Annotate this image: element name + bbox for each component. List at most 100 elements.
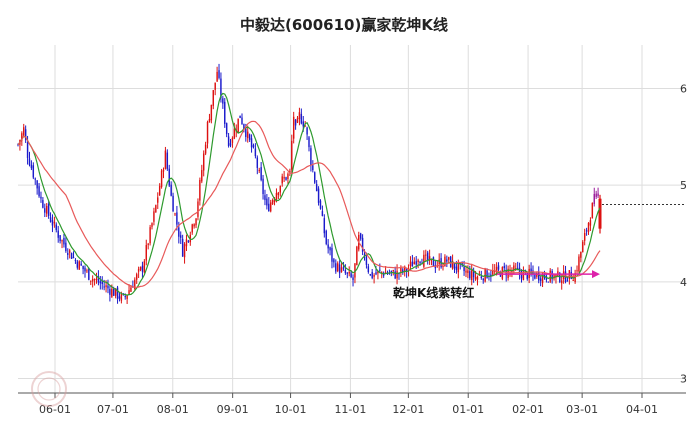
- candle-body: [495, 266, 498, 272]
- candle-body: [296, 117, 299, 123]
- candle-body: [248, 134, 251, 140]
- candle-body: [254, 148, 257, 157]
- candle-body: [302, 121, 304, 127]
- candle-body: [497, 265, 500, 270]
- candle-body: [241, 117, 243, 125]
- moving-average-lines: [17, 92, 601, 296]
- candle-body: [526, 272, 528, 279]
- x-tick-label: 06-01: [39, 403, 71, 416]
- candle-body: [269, 202, 272, 212]
- candle-body: [258, 169, 260, 171]
- candle-body: [350, 273, 352, 277]
- candle-body: [379, 269, 381, 271]
- candle-body: [158, 186, 161, 196]
- candle-body: [107, 285, 109, 289]
- candle-body: [356, 246, 358, 266]
- candle-body: [294, 119, 297, 126]
- candle-body: [543, 272, 546, 278]
- candle-body: [160, 170, 163, 188]
- candle-body: [396, 270, 398, 279]
- candle-body: [520, 271, 523, 279]
- candle-body: [325, 230, 327, 244]
- candle-body: [553, 275, 555, 279]
- candle-body: [264, 195, 266, 201]
- candle-body: [68, 250, 71, 253]
- candle-body: [65, 242, 67, 252]
- candle-body: [113, 288, 115, 296]
- candle-body: [384, 272, 387, 274]
- candle-body: [587, 222, 590, 232]
- x-tick-label: 12-01: [392, 403, 424, 416]
- candle-body: [279, 185, 282, 193]
- candle-body: [239, 115, 241, 118]
- candle-body: [256, 157, 259, 168]
- candle-body: [59, 235, 61, 242]
- candle-body: [449, 256, 452, 268]
- candle-body: [338, 264, 341, 274]
- candle-body: [199, 179, 201, 201]
- candle-body: [442, 265, 444, 267]
- candle-body: [285, 177, 287, 180]
- candle-body: [250, 138, 253, 148]
- candle-body: [583, 233, 586, 241]
- candle-body: [271, 200, 274, 204]
- candle-body: [224, 101, 226, 124]
- candle-body: [82, 265, 84, 270]
- candle-body: [84, 267, 86, 272]
- candle-body: [93, 279, 96, 281]
- candle-body: [444, 256, 446, 267]
- candle-body: [530, 268, 532, 273]
- candle-body: [247, 131, 249, 139]
- candle-body: [32, 165, 35, 178]
- candle-body: [157, 197, 159, 203]
- candle-body: [340, 267, 343, 272]
- candle-body: [222, 98, 224, 104]
- candle-body: [176, 212, 178, 225]
- candle-body: [304, 125, 306, 127]
- candle-body: [183, 244, 186, 258]
- candle-body: [593, 194, 595, 204]
- candle-body: [344, 269, 347, 273]
- candle-body: [97, 276, 100, 283]
- candle-body: [141, 265, 144, 272]
- candle-body: [281, 176, 283, 184]
- candlestick-series: [17, 63, 602, 304]
- candle-body: [336, 263, 339, 272]
- candle-body: [453, 262, 456, 269]
- candle-body: [342, 267, 345, 269]
- candle-body: [225, 123, 228, 135]
- candle-body: [86, 270, 88, 272]
- x-tick-label: 07-01: [97, 403, 129, 416]
- candle-body: [210, 104, 213, 121]
- candle-body: [333, 259, 335, 263]
- candle-body: [170, 184, 172, 196]
- candle-body: [321, 211, 324, 216]
- candle-body: [446, 259, 448, 262]
- candle-body: [36, 180, 38, 189]
- candle-body: [245, 128, 247, 137]
- candle-body: [423, 254, 425, 267]
- candle-body: [472, 270, 475, 278]
- candle-body: [369, 274, 371, 276]
- candle-body: [346, 272, 349, 274]
- candle-body: [308, 137, 310, 148]
- candle-body: [95, 278, 98, 280]
- candle-body: [572, 280, 574, 282]
- candle-body: [539, 278, 542, 282]
- candle-body: [151, 223, 153, 227]
- candle-body: [120, 294, 123, 301]
- candle-body: [463, 266, 465, 272]
- candle-body: [490, 274, 492, 277]
- candle-body: [204, 144, 207, 154]
- candle-body: [549, 270, 551, 282]
- candle-body: [137, 269, 140, 272]
- candle-body: [40, 196, 42, 199]
- candle-body: [227, 136, 230, 146]
- candle-body: [559, 272, 561, 282]
- candle-body: [578, 256, 580, 272]
- candle-body: [88, 268, 90, 280]
- x-tick-label: 08-01: [157, 403, 189, 416]
- candle-body: [409, 261, 412, 266]
- candle-body: [327, 244, 329, 249]
- candle-body: [268, 203, 270, 212]
